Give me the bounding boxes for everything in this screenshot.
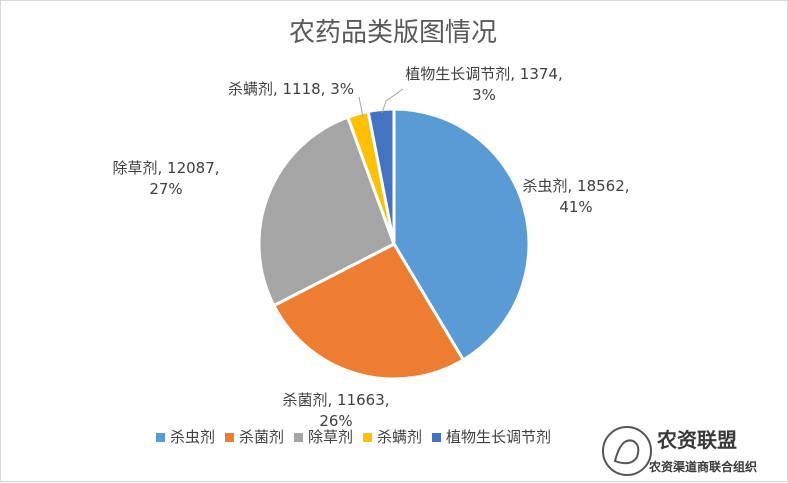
legend-label-plant-growth-regulator: 植物生长调节剂 (446, 428, 551, 446)
watermark-logo: 农资联盟 农资渠道商联合组织 (602, 426, 757, 476)
data-label-plant-growth-regulator: 植物生长调节剂, 1374, 3% (405, 65, 562, 104)
pie-slice-fungicide (271, 242, 466, 381)
pie-slice-herbicide (257, 115, 396, 308)
watermark-emblem-mark (613, 439, 640, 465)
data-labels: 杀虫剂, 18562, 41% 杀菌剂, 11663, 26% 除草剂, 12087, 2… (112, 65, 629, 430)
legend-label-herbicide: 除草剂 (308, 428, 353, 446)
leader-line-plant-growth-regulator (381, 88, 404, 114)
leader-line-acaricide (358, 96, 364, 118)
pie-slices (257, 107, 531, 381)
pie-slice-plant-growth-regulator (366, 107, 396, 245)
data-label-acaricide: 杀螨剂, 1118, 3% (228, 80, 354, 98)
watermark-subtitle: 农资渠道商联合组织 (648, 459, 757, 474)
leader-lines (358, 88, 404, 118)
legend-swatch-herbicide (294, 433, 303, 442)
watermark-emblem (602, 426, 652, 476)
legend-label-fungicide: 杀菌剂 (239, 428, 284, 446)
legend-label-acaricide: 杀螨剂 (377, 428, 422, 446)
legend-swatch-fungicide (225, 433, 234, 442)
data-label-fungicide: 杀菌剂, 11663, 26% (282, 391, 389, 430)
legend-label-insecticide: 杀虫剂 (170, 428, 215, 446)
legend-swatch-plant-growth-regulator (432, 433, 441, 442)
pie-slice-insecticide (392, 107, 531, 362)
chart-title: 农药品类版图情况 (289, 18, 497, 48)
data-label-insecticide: 杀虫剂, 18562, 41% (522, 177, 629, 216)
data-label-herbicide: 除草剂, 12087, 27% (112, 159, 219, 198)
legend-swatch-insecticide (156, 433, 165, 442)
legend: 杀虫剂 杀菌剂 除草剂 杀螨剂 植物生长调节剂 (156, 428, 551, 446)
watermark-name: 农资联盟 (656, 428, 737, 452)
legend-swatch-acaricide (363, 433, 372, 442)
